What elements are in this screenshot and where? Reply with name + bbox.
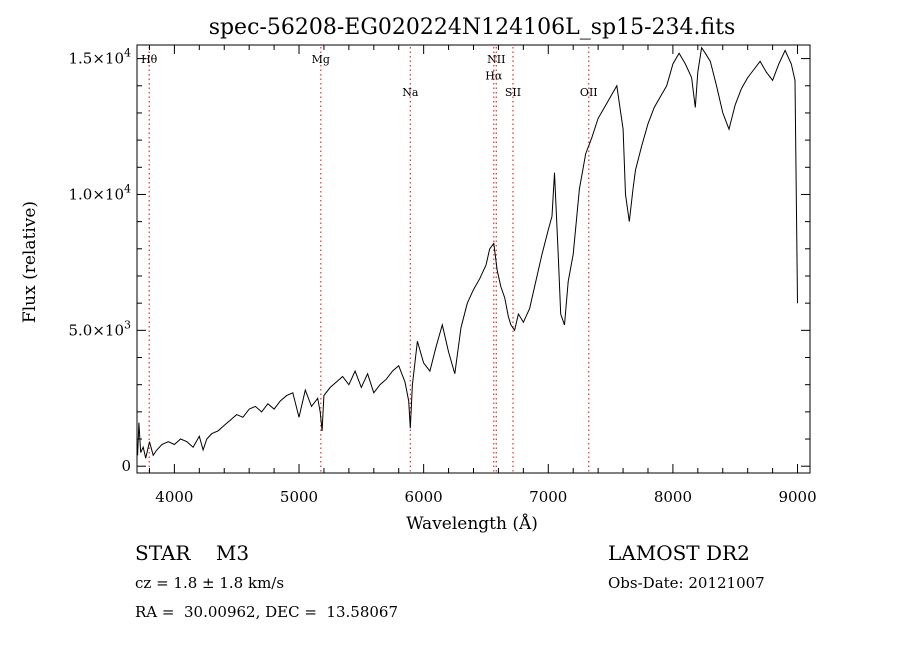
redshift-cz: cz = 1.8 ± 1.8 km/s xyxy=(135,574,285,592)
x-tick-label: 5000 xyxy=(280,488,318,506)
object-classification: STAR M3 xyxy=(135,541,250,565)
spectral-line-label: OII xyxy=(580,86,598,99)
plot-frame xyxy=(136,44,811,474)
spectral-line-label: Hα xyxy=(485,70,503,83)
y-tick-label: 1.0×104 xyxy=(68,182,131,203)
x-tick-label: 6000 xyxy=(405,488,443,506)
y-tick-label: 5.0×103 xyxy=(68,318,131,339)
spectral-line-label: SII xyxy=(505,86,521,99)
y-tick-label: 1.5×104 xyxy=(68,47,131,68)
spectral-line-label: Hθ xyxy=(141,53,158,66)
x-axis-label: Wavelength (Å) xyxy=(406,513,538,534)
x-tick-label: 8000 xyxy=(654,488,692,506)
spectral-line-label: Na xyxy=(402,86,419,99)
spectral-line-label: Mg xyxy=(312,53,330,66)
y-axis-label: Flux (relative) xyxy=(20,201,40,323)
observation-date: Obs-Date: 20121007 xyxy=(608,574,765,592)
survey-name: LAMOST DR2 xyxy=(608,541,750,565)
chart-title: spec-56208-EG020224N124106L_sp15-234.fit… xyxy=(209,15,736,40)
y-tick-label: 0 xyxy=(121,457,131,475)
ra-dec: RA = 30.00962, DEC = 13.58067 xyxy=(135,603,399,621)
x-tick-label: 4000 xyxy=(155,488,193,506)
spectrum-series-line xyxy=(137,46,798,459)
x-tick-label: 7000 xyxy=(529,488,567,506)
x-tick-label: 9000 xyxy=(778,488,816,506)
axes: 4000 5000 6000 7000 8000 9000 0 5.0×103 1.0×104 1… xyxy=(68,44,817,506)
spectral-line-label: NII xyxy=(487,53,505,66)
